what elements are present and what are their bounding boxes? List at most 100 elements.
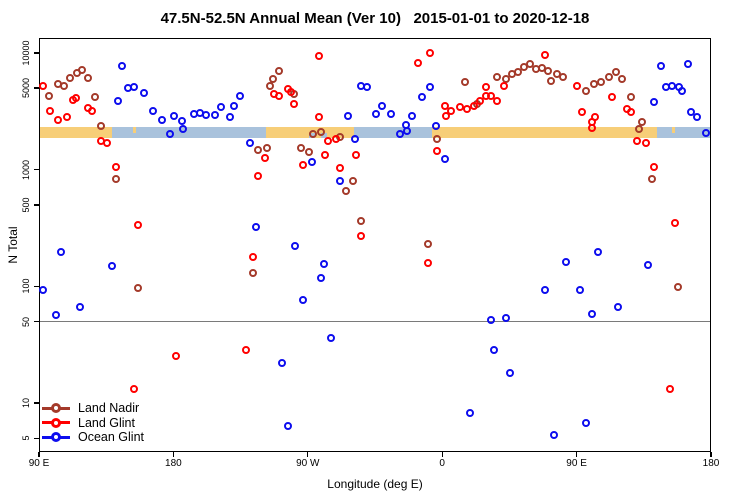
point-land-glint: [321, 150, 330, 159]
point-ocean-glint: [316, 274, 325, 283]
point-land-glint: [289, 100, 298, 109]
point-ocean-glint: [38, 286, 47, 295]
point-ocean-glint: [165, 130, 174, 139]
reference-line-50: [39, 320, 711, 323]
x-tick-label: 180: [702, 458, 720, 469]
point-land-nadir: [612, 68, 621, 77]
point-ocean-glint: [657, 62, 666, 71]
point-land-glint: [500, 82, 509, 91]
point-land-glint: [103, 138, 112, 147]
point-land-glint: [315, 113, 324, 122]
strip-land: [431, 127, 658, 138]
point-land-nadir: [501, 75, 510, 84]
point-land-nadir: [558, 73, 567, 82]
y-tick: [34, 320, 39, 323]
point-ocean-glint: [506, 368, 515, 377]
point-land-glint: [470, 102, 479, 111]
point-ocean-glint: [350, 135, 359, 144]
point-ocean-glint: [667, 82, 676, 91]
point-ocean-glint: [440, 155, 449, 164]
y-tick-label: 100: [21, 278, 31, 294]
point-land-glint: [486, 92, 495, 101]
point-land-nadir: [433, 135, 442, 144]
y-axis-title: N Total: [6, 226, 20, 264]
point-ocean-glint: [113, 97, 122, 106]
point-ocean-glint: [76, 302, 85, 311]
point-land-nadir: [134, 283, 143, 292]
point-land-nadir: [304, 148, 313, 157]
point-land-glint: [413, 59, 422, 68]
point-land-nadir: [356, 217, 365, 226]
point-land-nadir: [589, 80, 598, 89]
point-land-glint: [607, 93, 616, 102]
point-land-nadir: [65, 74, 74, 83]
strip-land: [39, 127, 113, 138]
point-ocean-glint: [158, 116, 167, 125]
point-ocean-glint: [486, 315, 495, 324]
point-land-nadir: [112, 175, 121, 184]
point-ocean-glint: [418, 93, 427, 102]
point-land-nadir: [461, 78, 470, 87]
y-tick-label: 50: [21, 316, 31, 327]
point-ocean-glint: [643, 261, 652, 270]
point-ocean-glint: [246, 138, 255, 147]
y-tick: [34, 52, 39, 54]
strip-speck-land: [133, 127, 137, 133]
point-land-nadir: [59, 82, 68, 91]
point-land-nadir: [618, 75, 627, 84]
point-ocean-glint: [291, 242, 300, 251]
y-tick-label: 1000: [21, 159, 31, 180]
point-land-glint: [71, 94, 80, 103]
point-ocean-glint: [210, 111, 219, 120]
point-ocean-glint: [236, 92, 244, 101]
strip-ocean: [112, 127, 266, 138]
y-tick: [34, 169, 39, 171]
point-land-glint: [642, 138, 651, 147]
point-land-nadir: [316, 128, 325, 137]
x-tick: [307, 452, 309, 457]
point-ocean-glint: [582, 418, 591, 427]
strip-ocean: [354, 127, 432, 138]
y-tick: [34, 204, 39, 206]
point-ocean-glint: [425, 83, 434, 92]
point-land-glint: [627, 108, 636, 117]
point-ocean-glint: [684, 60, 692, 69]
point-land-glint: [591, 113, 600, 122]
point-land-nadir: [582, 87, 591, 96]
point-land-glint: [492, 97, 501, 106]
point-ocean-glint: [701, 129, 710, 138]
point-land-glint: [241, 346, 250, 355]
point-ocean-glint: [403, 126, 412, 135]
point-land-nadir: [265, 82, 274, 91]
point-land-glint: [88, 107, 97, 116]
point-land-glint: [462, 105, 471, 114]
point-land-glint: [442, 112, 451, 121]
point-land-nadir: [253, 145, 262, 154]
point-ocean-glint: [386, 110, 395, 119]
point-land-nadir: [83, 74, 92, 83]
point-land-glint: [540, 51, 549, 60]
y-tick: [34, 402, 39, 404]
point-land-glint: [577, 108, 586, 117]
point-land-glint: [253, 172, 262, 181]
y-tick-label: 10000: [21, 40, 31, 66]
point-land-glint: [315, 52, 324, 61]
point-ocean-glint: [107, 262, 116, 271]
point-land-nadir: [597, 78, 606, 87]
point-ocean-glint: [540, 286, 549, 295]
point-land-nadir: [519, 63, 528, 72]
point-land-glint: [424, 258, 433, 267]
strip-speck-land: [672, 127, 676, 133]
x-tick: [38, 452, 40, 457]
x-tick: [575, 452, 578, 457]
point-ocean-glint: [371, 110, 380, 119]
point-land-nadir: [249, 269, 258, 278]
point-ocean-glint: [225, 113, 234, 122]
point-land-nadir: [543, 67, 552, 76]
point-ocean-glint: [140, 89, 149, 98]
legend-item: Land Nadir: [42, 401, 144, 416]
point-land-glint: [134, 220, 143, 229]
point-land-nadir: [309, 130, 318, 139]
point-land-nadir: [492, 73, 501, 82]
point-land-glint: [46, 107, 55, 116]
